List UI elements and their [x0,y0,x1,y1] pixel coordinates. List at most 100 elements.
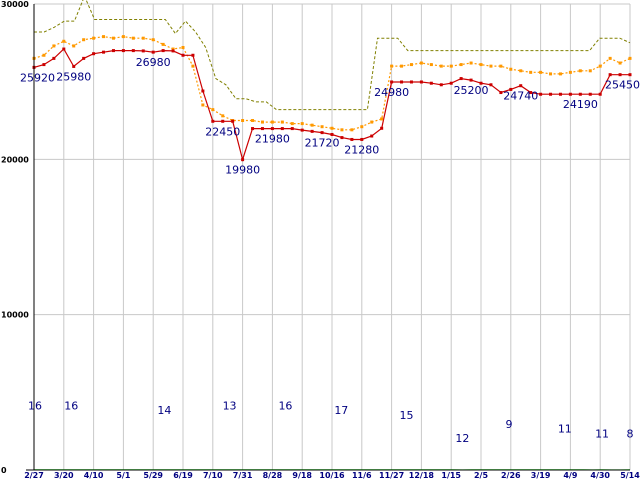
series-point-solid-low [409,80,413,84]
series-point-dotted-average [489,64,493,68]
price-data-label: 24190 [563,98,598,111]
x-tick-label: 11/6 [352,471,372,480]
series-point-dotted-average [151,38,155,42]
series-point-solid-low [181,53,185,57]
series-point-solid-low [400,80,404,84]
series-point-solid-low [62,47,66,51]
series-point-solid-low [449,81,453,85]
series-point-dotted-average [171,47,175,51]
series-point-dotted-average [201,103,205,107]
series-point-dotted-average [340,128,344,132]
x-tick-label: 12/18 [409,471,435,480]
price-data-label: 26980 [136,56,171,69]
x-tick-label: 4/9 [563,471,577,480]
x-tick-label: 5/1 [116,471,130,480]
series-point-solid-low [52,56,56,60]
series-point-dotted-average [330,126,334,130]
series-point-solid-low [251,127,255,131]
x-tick-label: 3/19 [531,471,551,480]
series-point-solid-low [479,81,483,85]
price-data-label: 19980 [225,164,260,177]
series-point-dotted-average [161,42,165,46]
series-point-solid-low [489,83,493,87]
series-point-dotted-average [558,72,562,76]
x-tick-label: 2/27 [24,471,44,480]
series-point-solid-low [102,50,106,54]
series-point-dotted-average [499,64,503,68]
series-point-dotted-average [300,122,304,126]
series-point-dotted-average [519,69,523,73]
series-point-dotted-average [270,120,274,124]
grid-layer [33,3,631,471]
y-tick-label: 30000 [1,0,29,9]
series-point-solid-low [270,127,274,131]
series-point-solid-low [111,49,115,53]
series-point-solid-low [370,134,374,138]
series-point-solid-low [211,119,215,123]
series-point-solid-low [618,73,622,77]
series-point-dotted-average [479,63,483,67]
price-data-label: 25920 [20,71,55,84]
series-point-dotted-average [459,63,463,67]
series-point-dotted-average [320,125,324,129]
series-point-solid-low [280,127,284,131]
series-point-solid-low [509,87,513,91]
series-point-dotted-average [290,122,294,126]
series-point-solid-low [330,132,334,136]
marker-layer [32,35,632,162]
series-point-solid-low [598,92,602,96]
series-point-dotted-average [52,44,56,48]
count-data-label: 16 [64,399,78,412]
series-point-solid-low [221,119,225,123]
series-point-dotted-average [260,120,264,124]
series-point-solid-low [380,126,384,130]
series-point-dotted-average [181,45,185,49]
series-point-dotted-average [82,38,86,42]
price-data-label: 24740 [503,90,538,103]
count-data-label: 17 [334,404,348,417]
series-point-dotted-average [419,61,423,65]
series-point-solid-low [231,119,235,123]
series-point-dotted-average [131,36,135,40]
x-tick-label: 1/15 [441,471,461,480]
series-point-solid-low [519,84,523,88]
series-point-dotted-average [360,125,364,129]
series-point-dotted-average [310,123,314,127]
price-data-label: 25450 [605,79,640,92]
label-layer: 25920 25980 26980 22450 19980 21980 21720 21280… [20,56,640,445]
price-data-label: 21980 [255,133,290,146]
series-point-solid-low [290,127,294,131]
series-point-dotted-average [251,119,255,122]
count-data-label: 11 [595,427,609,440]
series-point-solid-low [310,129,314,133]
series-point-solid-low [141,49,145,53]
series-point-solid-low [578,92,582,96]
count-data-label: 13 [223,399,237,412]
x-tick-label: 10/16 [319,471,345,480]
series-point-solid-low [350,137,354,141]
price-data-label: 24980 [374,86,409,99]
series-point-dotted-average [62,39,66,43]
series-point-dotted-average [102,35,106,39]
series-point-solid-low [340,136,344,140]
series-point-dotted-average [370,120,374,124]
series-point-dotted-average [280,120,284,124]
series-point-dotted-average [598,64,602,68]
series-point-dotted-average [618,61,622,65]
series-point-dotted-average [380,117,384,121]
series-point-dotted-average [509,67,513,71]
series-point-solid-low [499,91,503,95]
count-data-label: 15 [400,409,414,422]
series-point-solid-low [360,137,364,141]
x-tick-label: 5/29 [143,471,163,480]
y-tick-label: 10000 [1,311,29,320]
series-point-dotted-average [449,64,453,68]
series-point-dotted-average [241,119,245,122]
price-data-label: 25980 [56,70,91,83]
price-data-label: 21280 [344,143,379,156]
price-data-label: 22450 [205,125,240,138]
series-point-solid-low [42,63,46,67]
series-point-solid-low [92,52,96,56]
count-data-label: 11 [558,423,572,436]
